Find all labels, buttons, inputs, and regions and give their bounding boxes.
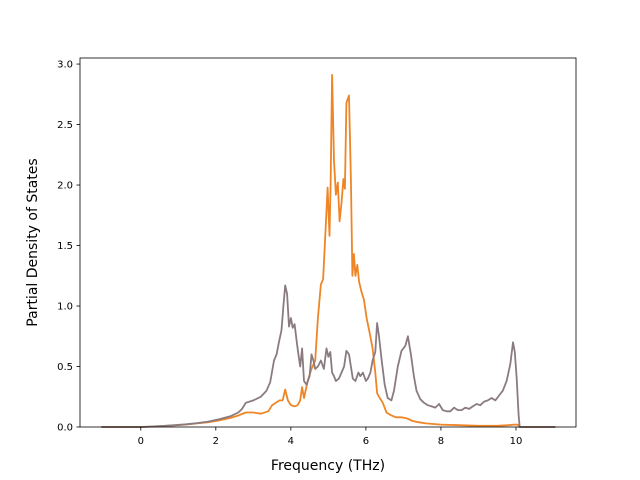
y-tick-label: 0.0 bbox=[57, 423, 73, 434]
y-tick-label: 2.5 bbox=[57, 120, 73, 131]
y-tick-label: 3.0 bbox=[57, 60, 73, 71]
x-axis-ticks: 0 2 4 6 8 10 bbox=[138, 427, 523, 447]
y-axis-ticks: 0.0 0.5 1.0 1.5 2.0 2.5 3.0 bbox=[57, 60, 80, 434]
x-tick-label: 8 bbox=[438, 436, 444, 447]
x-tick-label: 4 bbox=[288, 436, 294, 447]
x-tick-label: 2 bbox=[213, 436, 219, 447]
y-tick-label: 2.0 bbox=[57, 181, 73, 192]
y-tick-label: 1.0 bbox=[57, 302, 73, 313]
series-lines bbox=[101, 74, 556, 428]
y-tick-label: 0.5 bbox=[57, 362, 73, 373]
y-tick-label: 1.5 bbox=[57, 241, 73, 252]
x-tick-label: 0 bbox=[138, 436, 144, 447]
x-axis-label: Frequency (THz) bbox=[271, 458, 385, 474]
series-line-1 bbox=[101, 74, 556, 428]
plot-frame bbox=[79, 57, 577, 428]
x-tick-label: 6 bbox=[363, 436, 369, 447]
x-tick-label: 10 bbox=[510, 436, 523, 447]
series-line-2 bbox=[101, 284, 556, 428]
y-axis-label: Partial Density of States bbox=[25, 158, 41, 326]
